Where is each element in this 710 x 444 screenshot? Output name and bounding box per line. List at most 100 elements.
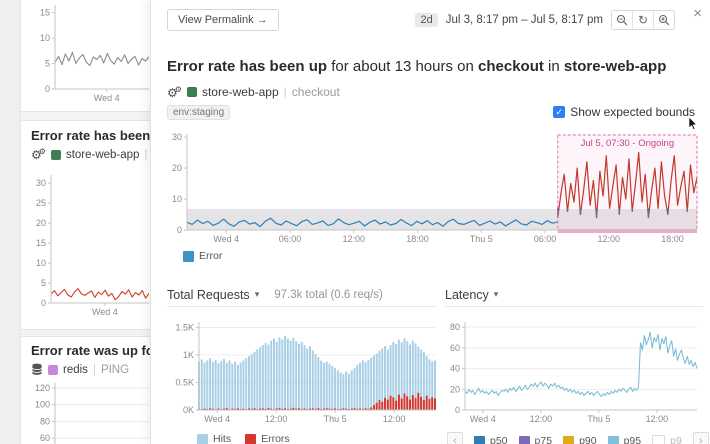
svg-text:10: 10 xyxy=(172,194,182,204)
alert-detail-panel: × View Permalink → 2d Jul 3, 8:17 pm – J… xyxy=(150,0,710,444)
svg-text:Wed 4: Wed 4 xyxy=(94,93,120,103)
legend-prev-button[interactable]: ‹ xyxy=(447,432,463,444)
close-icon[interactable]: × xyxy=(693,5,702,22)
alert-card-2-title: Error rate has been up xyxy=(31,128,151,143)
svg-text:06:00: 06:00 xyxy=(279,234,302,244)
svg-text:Thu 5: Thu 5 xyxy=(587,414,610,424)
database-icon xyxy=(31,363,43,376)
svg-text:0: 0 xyxy=(41,298,46,308)
svg-text:120: 120 xyxy=(35,383,50,393)
svg-text:0: 0 xyxy=(45,84,50,94)
services-cogs-icon: ⚙⚙ xyxy=(31,147,46,162)
latency-legend: ‹ p50 p75 p90 p95 p9 › xyxy=(447,432,709,444)
alert-card-3[interactable]: Error rate was up for redis | PING 60 80 1… xyxy=(20,336,152,444)
alert-card-3-chart[interactable]: 60 80 100 120 xyxy=(25,379,149,444)
svg-text:10: 10 xyxy=(36,258,46,268)
svg-text:12:00: 12:00 xyxy=(343,234,366,244)
alert-title: Error rate has been up for about 13 hour… xyxy=(167,58,667,75)
requests-legend: Hits Errors xyxy=(197,433,290,444)
legend-next-button[interactable]: › xyxy=(692,432,709,444)
svg-text:Jul 5, 07:30 - Ongoing: Jul 5, 07:30 - Ongoing xyxy=(581,138,674,149)
services-cogs-icon: ⚙⚙ xyxy=(167,84,182,100)
legend-item-p75[interactable]: p75 xyxy=(518,435,552,444)
svg-text:20: 20 xyxy=(172,163,182,173)
svg-text:0: 0 xyxy=(177,225,182,235)
service-name: store-web-app xyxy=(65,148,140,161)
show-bounds-label: Show expected bounds xyxy=(570,105,695,119)
alert-card-1[interactable]: 0 5 10 15 Wed 4 xyxy=(20,0,152,112)
svg-text:Wed 4: Wed 4 xyxy=(470,414,496,424)
zoom-in-icon[interactable] xyxy=(653,11,674,29)
scope-divider: | xyxy=(283,85,287,99)
svg-text:0: 0 xyxy=(455,405,460,415)
svg-text:1.5K: 1.5K xyxy=(175,323,194,333)
alert-card-3-title: Error rate was up for xyxy=(31,343,152,358)
service-color-swatch xyxy=(50,149,61,160)
svg-text:30: 30 xyxy=(36,178,46,188)
svg-text:18:00: 18:00 xyxy=(661,234,684,244)
svg-text:25: 25 xyxy=(36,198,46,208)
total-requests-dropdown[interactable]: Total Requests ▾ 97.3k total (0.6 req/s) xyxy=(167,283,437,307)
legend-item-Hits[interactable]: Hits xyxy=(197,433,231,444)
svg-text:12:00: 12:00 xyxy=(646,414,669,424)
time-range-text: Jul 3, 8:17 pm – Jul 5, 8:17 pm xyxy=(445,14,603,26)
chevron-down-icon: ▾ xyxy=(254,289,260,299)
legend-item-p95[interactable]: p95 xyxy=(607,435,641,444)
svg-text:20: 20 xyxy=(450,384,460,394)
legend-item-p50[interactable]: p50 xyxy=(474,435,508,444)
svg-text:40: 40 xyxy=(450,364,460,374)
svg-text:Wed 4: Wed 4 xyxy=(213,234,239,244)
svg-text:80: 80 xyxy=(40,416,50,426)
svg-text:30: 30 xyxy=(172,132,182,142)
requests-summary: 97.3k total (0.6 req/s) xyxy=(274,288,383,301)
svg-text:10: 10 xyxy=(40,33,50,43)
svg-text:80: 80 xyxy=(450,322,460,332)
refresh-icon[interactable]: ↻ xyxy=(632,11,653,29)
service-color-swatch xyxy=(48,364,58,375)
svg-text:Thu 5: Thu 5 xyxy=(324,414,347,424)
view-permalink-button[interactable]: View Permalink → xyxy=(167,9,279,31)
main-timeseries-chart[interactable]: Jul 5, 07:30 - Ongoing 0 10 20 30 Wed 4 06:00 1… xyxy=(163,128,703,250)
svg-text:Wed 4: Wed 4 xyxy=(92,307,118,317)
show-bounds-checkbox[interactable]: ✓ xyxy=(553,106,566,118)
svg-text:100: 100 xyxy=(35,400,50,410)
scope-divider: | xyxy=(92,363,96,376)
svg-text:18:00: 18:00 xyxy=(406,234,429,244)
svg-text:Thu 5: Thu 5 xyxy=(470,234,493,244)
latency-dropdown[interactable]: Latency ▾ xyxy=(445,283,703,307)
latency-chart[interactable]: 0 20 40 60 80 Wed 4 12:00 Thu 5 12:00 xyxy=(445,316,703,428)
endpoint-name: PING xyxy=(100,363,130,376)
svg-text:5: 5 xyxy=(45,59,50,69)
svg-text:1K: 1K xyxy=(183,350,194,360)
total-requests-label: Total Requests xyxy=(167,287,250,302)
svg-text:15: 15 xyxy=(40,8,50,18)
zoom-out-icon[interactable] xyxy=(612,11,632,29)
service-name[interactable]: store-web-app xyxy=(201,85,279,99)
svg-text:12:00: 12:00 xyxy=(265,414,288,424)
env-tag[interactable]: env:staging xyxy=(167,105,231,120)
svg-text:5: 5 xyxy=(41,278,46,288)
service-name: redis xyxy=(63,363,88,376)
resource-name[interactable]: checkout xyxy=(291,85,340,99)
alert-card-1-chart[interactable]: 0 5 10 15 Wed 4 xyxy=(31,0,150,107)
legend-item-p9[interactable]: p9 xyxy=(652,434,682,444)
svg-text:0.5K: 0.5K xyxy=(175,378,194,388)
svg-text:60: 60 xyxy=(40,433,50,443)
time-range-badge: 2d xyxy=(415,13,438,27)
svg-text:12:00: 12:00 xyxy=(598,234,621,244)
scope-divider: | xyxy=(144,148,148,161)
legend-item-p90[interactable]: p90 xyxy=(563,435,597,444)
total-requests-chart[interactable]: 0K 0.5K 1K 1.5K Wed 4 12:00 Thu 5 12:00 xyxy=(167,316,439,428)
page-gutter xyxy=(0,0,21,444)
legend-item-Error[interactable]: Error xyxy=(183,250,222,262)
svg-text:06:00: 06:00 xyxy=(534,234,557,244)
main-chart-legend: Error xyxy=(183,250,222,262)
svg-text:20: 20 xyxy=(36,218,46,228)
latency-label: Latency xyxy=(445,287,489,302)
svg-text:12:00: 12:00 xyxy=(530,414,553,424)
legend-item-Errors[interactable]: Errors xyxy=(245,433,290,444)
alert-card-2-chart[interactable]: 0 5 10 15 20 25 30 Wed 4 xyxy=(25,169,150,319)
svg-text:60: 60 xyxy=(450,343,460,353)
alert-card-2[interactable]: Error rate has been up ⚙⚙ store-web-app … xyxy=(20,120,152,330)
